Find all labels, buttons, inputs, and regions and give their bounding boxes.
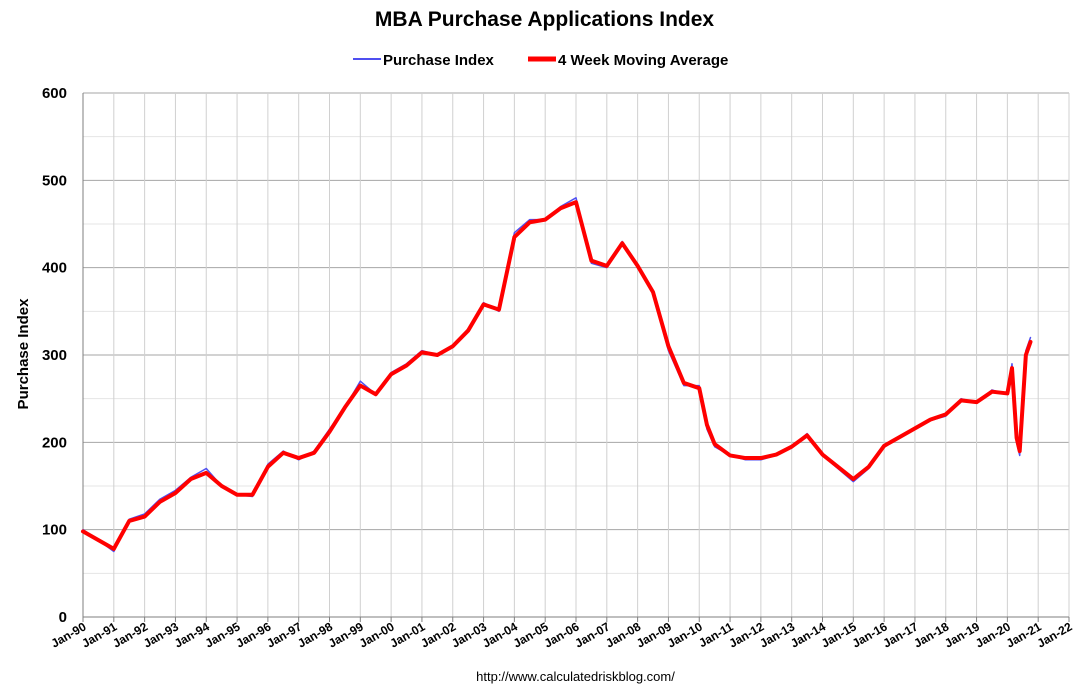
series-moving-average-line bbox=[81, 200, 1033, 551]
y-tick-label: 400 bbox=[42, 260, 67, 277]
y-tick-label: 0 bbox=[59, 609, 67, 626]
y-tick-label: 300 bbox=[42, 347, 67, 364]
y-tick-label: 500 bbox=[42, 172, 67, 189]
chart-title: MBA Purchase Applications Index bbox=[374, 8, 715, 31]
series-purchase-index-line bbox=[82, 197, 1032, 553]
y-axis-label: Purchase Index bbox=[15, 298, 32, 410]
series-lines bbox=[81, 197, 1033, 553]
x-tick-labels: Jan-90Jan-91Jan-92Jan-93Jan-94Jan-95Jan-… bbox=[49, 619, 1075, 650]
y-tick-label: 600 bbox=[42, 85, 67, 102]
x-tick-label: Jan-22 bbox=[1035, 619, 1075, 650]
y-tick-label: 200 bbox=[42, 434, 67, 451]
legend-label-purchase-index: Purchase Index bbox=[383, 52, 495, 69]
y-tick-label: 100 bbox=[42, 522, 67, 539]
y-tick-labels: 0 100 200 300 400 500 600 bbox=[42, 85, 67, 626]
legend-label-moving-average: 4 Week Moving Average bbox=[558, 52, 728, 69]
x-tick-label: Jan-10 bbox=[665, 619, 705, 650]
grid bbox=[82, 92, 1070, 618]
legend: Purchase Index 4 Week Moving Average bbox=[353, 52, 728, 69]
source-url: http://www.calculatedriskblog.com/ bbox=[476, 669, 675, 684]
